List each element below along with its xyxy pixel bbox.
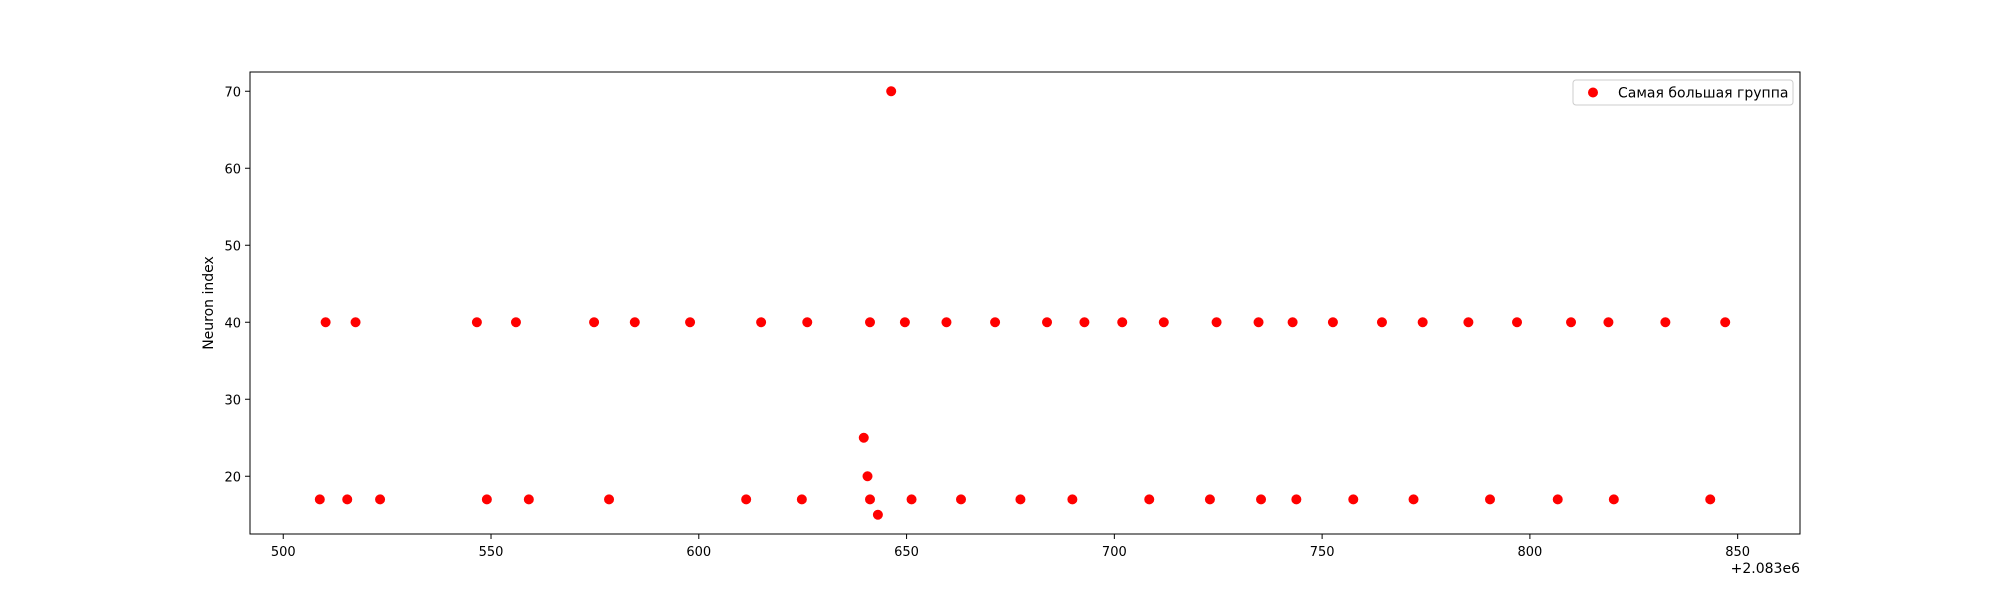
data-point <box>1660 317 1671 328</box>
x-tick-label: 550 <box>479 545 504 560</box>
data-point <box>1512 317 1523 328</box>
data-point <box>941 317 952 328</box>
y-axis-label: Neuron index <box>201 256 217 350</box>
data-point <box>1253 317 1264 328</box>
data-point <box>1067 494 1078 505</box>
data-point <box>523 494 534 505</box>
x-tick-label: 600 <box>686 545 711 560</box>
data-point <box>990 317 1001 328</box>
data-point <box>1291 494 1302 505</box>
data-point <box>872 509 883 520</box>
data-point <box>858 432 869 443</box>
data-point <box>862 471 873 482</box>
plot-frame <box>249 71 1801 535</box>
y-tick-label: 60 <box>224 162 241 177</box>
data-point <box>899 317 910 328</box>
data-point <box>1720 317 1731 328</box>
data-point <box>1042 317 1053 328</box>
data-point <box>342 494 353 505</box>
x-axis-ticks: 500 550 600 650 700 750 800 850 <box>271 534 1750 560</box>
data-points <box>314 86 1731 520</box>
data-point <box>471 317 482 328</box>
data-point <box>1705 494 1716 505</box>
data-point <box>375 494 386 505</box>
y-tick-label: 20 <box>224 470 241 485</box>
data-point <box>956 494 967 505</box>
data-point <box>589 317 600 328</box>
data-point <box>1417 317 1428 328</box>
x-tick-label: 700 <box>1102 545 1127 560</box>
x-tick-label: 850 <box>1725 545 1750 560</box>
data-point <box>906 494 917 505</box>
data-point <box>1608 494 1619 505</box>
y-tick-label: 70 <box>224 85 241 100</box>
data-point <box>510 317 521 328</box>
data-point <box>1603 317 1614 328</box>
data-point <box>1485 494 1495 505</box>
y-tick-label: 30 <box>224 393 241 408</box>
data-point <box>1158 317 1169 328</box>
data-point <box>886 86 897 97</box>
data-point <box>1204 494 1215 505</box>
x-tick-label: 750 <box>1310 545 1335 560</box>
x-tick-label: 500 <box>271 545 296 560</box>
data-point <box>350 317 361 328</box>
data-point <box>629 317 640 328</box>
legend-entry: Самая большая группа <box>1618 86 1788 102</box>
data-point <box>1015 494 1026 505</box>
data-point <box>1144 494 1155 505</box>
data-point <box>1079 317 1090 328</box>
data-point <box>685 317 696 328</box>
y-axis-ticks: 20 30 40 50 60 70 <box>224 85 250 485</box>
legend-marker <box>1588 87 1598 98</box>
data-point <box>1327 317 1338 328</box>
data-point <box>481 494 492 505</box>
y-tick-label: 50 <box>224 239 241 254</box>
data-point <box>320 317 331 328</box>
x-offset-label: +2.083e6 <box>1731 561 1800 577</box>
data-point <box>756 317 767 328</box>
data-point <box>1211 317 1222 328</box>
data-point <box>1348 494 1359 505</box>
y-tick-label: 40 <box>224 316 241 331</box>
data-point <box>604 494 615 505</box>
data-point <box>1287 317 1298 328</box>
data-point <box>1408 494 1419 505</box>
data-point <box>1552 494 1563 505</box>
legend: Самая большая группа <box>1572 79 1794 106</box>
x-tick-label: 800 <box>1517 545 1542 560</box>
plot-area <box>250 72 1800 534</box>
data-point <box>1256 494 1267 505</box>
data-point <box>802 317 813 328</box>
legend-box <box>1572 79 1794 106</box>
data-point <box>741 494 752 505</box>
data-point <box>1566 317 1577 328</box>
data-point <box>314 494 325 505</box>
data-point <box>865 317 875 328</box>
x-tick-label: 650 <box>894 545 919 560</box>
data-point <box>1376 317 1387 328</box>
data-point <box>1117 317 1128 328</box>
data-point <box>1463 317 1474 328</box>
data-point <box>865 494 875 505</box>
data-point <box>796 494 807 505</box>
